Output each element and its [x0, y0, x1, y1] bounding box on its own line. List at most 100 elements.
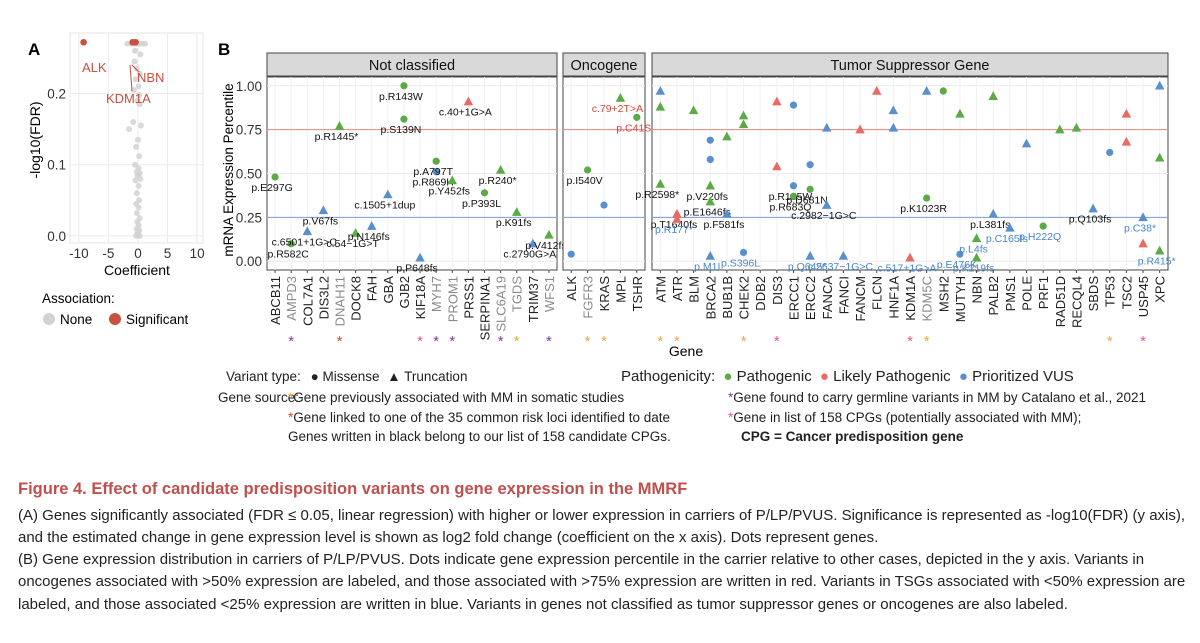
legend-variant-type: Variant type: ● Missense ▲ Truncation — [226, 369, 467, 384]
panel-a-point-none — [132, 47, 139, 54]
variant-label: p.F581fs — [703, 219, 744, 231]
data-point-truncation — [1055, 124, 1065, 134]
gene-label: DIS3 — [770, 276, 785, 305]
data-point-truncation — [528, 238, 538, 248]
gene-star-icon: * — [417, 333, 423, 350]
data-point-missense — [584, 166, 592, 174]
star-pink-icon: * — [728, 410, 734, 425]
data-point-truncation — [350, 228, 361, 237]
facet-title: Oncogene — [571, 58, 638, 74]
gene-label: AMPD3 — [284, 276, 299, 321]
data-point-truncation — [615, 93, 626, 102]
figure: A -10 -5 0 5 10 0.0 0.1 0.2 -log10(FDR) Coeffic… — [27, 32, 1176, 359]
gene-label: KDM1A — [903, 276, 918, 321]
panel-a-point-none — [135, 83, 142, 90]
gene-label: FANCM — [853, 276, 868, 322]
panel-a-point-alk — [80, 38, 87, 46]
legend-src5: *Gene in list of 158 CPGs (potentially a… — [728, 410, 1081, 425]
gene-star-icon: * — [546, 333, 552, 350]
src1-text: Gene previously associated with MM in so… — [293, 390, 625, 405]
variant-label: p.E476K — [937, 259, 977, 271]
data-point-truncation — [738, 110, 749, 120]
data-point-truncation — [655, 179, 666, 188]
truncation-label: Truncation — [404, 369, 468, 384]
data-point-truncation — [511, 207, 522, 216]
gene-label: KRAS — [597, 276, 612, 312]
variant-label: p.C38* — [1124, 222, 1156, 234]
data-point-missense — [633, 113, 641, 121]
variant-label: c.517+1G>A — [878, 263, 937, 275]
variant-label: p.H222Q — [1019, 231, 1061, 243]
gene-label: FANCA — [820, 276, 835, 320]
legend-src2: *Gene linked to one of the 35 common ris… — [288, 410, 670, 425]
src4-text: Gene found to carry germline variants in… — [733, 390, 1146, 405]
gene-label: DIS3L2 — [316, 276, 331, 319]
panel-b-ytick: 1.00 — [236, 79, 262, 94]
data-point-missense — [600, 201, 608, 209]
data-point-missense — [806, 185, 814, 193]
gene-label: BUB1B — [720, 276, 735, 319]
caption-paragraph-a: (A) Genes significantly associated (FDR … — [18, 507, 1186, 547]
gene-label: ERCC2 — [803, 276, 818, 320]
data-point-missense — [706, 155, 714, 164]
data-point-truncation — [722, 208, 732, 218]
gene-label: USP45 — [1136, 276, 1151, 317]
panel-a-point-none — [134, 136, 141, 143]
panel-a-xtick: 5 — [164, 246, 172, 261]
data-point-truncation — [1005, 222, 1015, 232]
legend-src4: *Gene found to carry germline variants i… — [728, 390, 1146, 405]
variant-label: p.T1640fs — [651, 219, 698, 231]
panel-a-point-kdm1a — [129, 38, 136, 46]
gene-label: TGDS — [510, 276, 525, 312]
likely-pathogenic-dot-icon: ● — [819, 368, 829, 385]
gene-star-icon: * — [1140, 333, 1146, 350]
gene-label: FANCI — [836, 276, 851, 314]
panel-a-point-none — [137, 51, 144, 58]
data-point-truncation — [738, 119, 749, 129]
gene-label: PALB2 — [986, 276, 1001, 316]
panel-a-label: A — [28, 40, 40, 59]
gene-star-icon: * — [337, 333, 343, 350]
gene-label: TRIM37 — [526, 276, 541, 322]
gene-label: TP53 — [1103, 276, 1118, 307]
pathogenicity-label: Pathogenicity: — [621, 368, 716, 385]
panel-a-point-none — [133, 210, 140, 217]
truncation-icon: ▲ — [387, 369, 401, 384]
gene-star-icon: * — [433, 333, 439, 350]
facet-title: Not classified — [369, 58, 455, 74]
gene-star-icon: * — [774, 333, 780, 350]
pathogenic-label: Pathogenic — [736, 368, 812, 385]
variant-label: p.R1445* — [315, 131, 359, 143]
data-point-truncation — [334, 121, 345, 130]
variant-label: p.D681N — [786, 194, 827, 206]
facet-strip — [651, 52, 1169, 77]
association-legend-title: Association: — [42, 291, 115, 306]
variant-label: p.K1023R — [900, 203, 947, 215]
gene-star-icon: * — [585, 333, 591, 350]
panel-b-ytick: 0.50 — [236, 167, 262, 182]
data-point-truncation — [415, 252, 425, 262]
data-point-missense — [956, 250, 964, 258]
data-point-truncation — [772, 161, 782, 171]
variant-label: p.R177* — [655, 224, 693, 236]
data-point-truncation — [672, 214, 682, 223]
data-point-truncation — [544, 229, 554, 239]
data-point-truncation — [1121, 108, 1132, 118]
gene-label: TSC2 — [1119, 276, 1134, 309]
gene-label: TSHR — [630, 276, 645, 311]
variant-label: c.2982−1G>C — [791, 210, 857, 222]
data-point-truncation — [921, 86, 932, 95]
data-point-truncation — [383, 189, 393, 199]
gene-label: SBDS — [1086, 276, 1101, 312]
data-point-missense — [739, 248, 748, 257]
gene-label: POLE — [1020, 276, 1035, 311]
data-point-missense — [400, 82, 408, 90]
missense-label: Missense — [322, 369, 380, 384]
variant-label: p.R415* — [1138, 256, 1176, 268]
data-point-truncation — [1088, 203, 1098, 213]
data-point-missense — [1106, 148, 1114, 157]
pathogenic-dot-icon: ● — [723, 368, 733, 385]
data-point-truncation — [495, 164, 506, 174]
gene-label: ERCC1 — [786, 276, 801, 320]
legend-pathogenicity: Pathogenicity: ● Pathogenic ● Likely Pat… — [621, 368, 1074, 385]
